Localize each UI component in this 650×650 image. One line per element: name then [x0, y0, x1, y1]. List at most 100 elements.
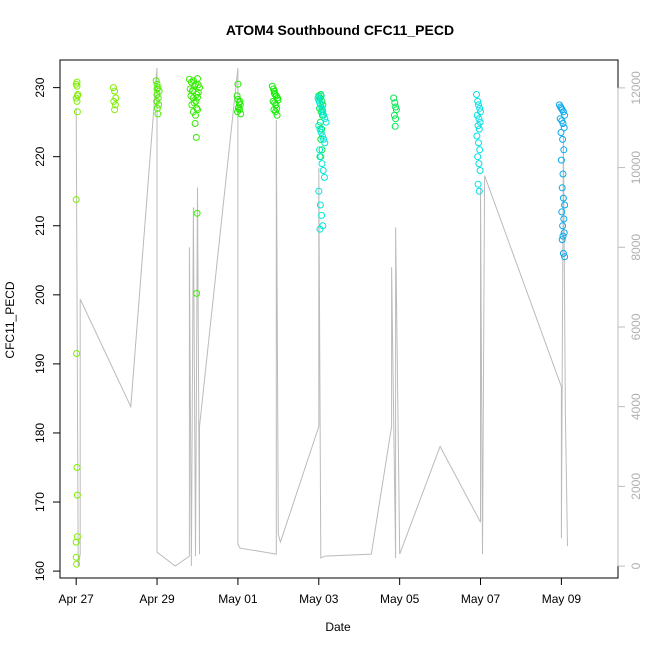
data-point — [155, 101, 163, 109]
data-point — [321, 139, 329, 147]
data-point — [557, 104, 565, 112]
series-10 — [473, 91, 484, 195]
data-point — [153, 97, 161, 105]
series-1 — [109, 84, 120, 114]
data-point — [474, 97, 482, 105]
data-point — [318, 106, 326, 114]
data-point — [559, 108, 567, 116]
series-5 — [233, 80, 245, 118]
data-point — [73, 491, 81, 499]
points-layer — [72, 75, 569, 568]
data-point — [475, 187, 483, 195]
data-point — [319, 167, 327, 174]
data-point — [318, 132, 326, 140]
data-point — [320, 135, 328, 143]
data-point — [153, 85, 161, 93]
data-point — [315, 122, 323, 130]
data-point — [557, 129, 565, 136]
data-point — [73, 108, 81, 116]
data-point — [152, 77, 160, 85]
data-point — [559, 194, 567, 202]
data-point — [474, 122, 482, 130]
data-point — [233, 92, 241, 100]
data-point — [559, 170, 567, 178]
data-point — [475, 125, 483, 133]
chart-title: ATOM4 Southbound CFC11_PECD — [226, 22, 454, 38]
data-point — [111, 87, 119, 95]
x-tick-label: Apr 27 — [58, 592, 94, 606]
data-point — [194, 93, 201, 101]
x-tick-label: Apr 29 — [139, 592, 175, 606]
y-tick-label: 230 — [33, 77, 47, 97]
data-point — [72, 553, 80, 561]
data-point — [561, 253, 569, 261]
data-point — [155, 87, 163, 95]
data-point — [391, 99, 399, 107]
y-tick-label: 190 — [33, 354, 47, 374]
data-point — [476, 118, 484, 126]
data-point — [320, 173, 328, 181]
data-point — [192, 133, 200, 141]
data-point — [191, 82, 199, 90]
data-point — [73, 92, 81, 100]
data-point — [111, 101, 119, 109]
x-axis-label: Date — [325, 620, 351, 634]
secondary-line-layer — [75, 67, 568, 567]
data-point — [560, 215, 568, 223]
data-point — [193, 289, 201, 297]
data-point — [560, 124, 568, 132]
data-point — [270, 106, 278, 114]
x-tick-label: May 05 — [380, 592, 420, 606]
secondary-trace-line — [75, 67, 568, 567]
data-point — [110, 97, 118, 105]
data-point — [272, 108, 279, 116]
series-2 — [152, 77, 163, 118]
data-point — [317, 129, 325, 136]
series-4 — [193, 289, 201, 297]
data-point — [559, 135, 567, 143]
x-tick-label: May 01 — [218, 592, 258, 606]
data-point — [390, 94, 398, 102]
data-point — [317, 135, 325, 143]
y-axis-label: CFC11_PECD — [3, 281, 17, 358]
data-point — [558, 236, 566, 244]
data-point — [315, 187, 323, 195]
y-tick-label: 200 — [33, 284, 47, 304]
data-point — [154, 84, 162, 92]
data-point — [317, 92, 325, 100]
data-point — [193, 209, 201, 217]
data-point — [474, 153, 482, 161]
data-point — [318, 211, 326, 219]
y-tick-label: 170 — [33, 492, 47, 512]
data-point — [73, 78, 81, 86]
data-point — [189, 108, 197, 116]
secondary-tick-label: 4000 — [629, 393, 643, 420]
data-point — [317, 153, 325, 161]
data-point — [236, 101, 244, 109]
data-point — [317, 101, 325, 109]
data-point — [476, 104, 484, 112]
data-point — [316, 201, 324, 209]
data-point — [270, 89, 278, 97]
series-8 — [390, 94, 400, 130]
data-point — [560, 229, 568, 237]
data-point — [73, 82, 81, 90]
data-point — [558, 184, 566, 192]
data-point — [189, 86, 197, 94]
y-axis: 160 170 180 190 200 210 220 230 — [33, 77, 61, 581]
data-point — [473, 91, 480, 98]
data-point — [73, 464, 81, 471]
data-point — [322, 118, 330, 126]
secondary-tick-label: 12000 — [629, 71, 643, 105]
data-point — [559, 249, 567, 257]
data-point — [316, 225, 324, 233]
data-point — [274, 96, 282, 104]
data-point — [72, 196, 80, 203]
data-point — [475, 101, 482, 109]
data-point — [316, 146, 324, 154]
y-tick-label: 220 — [33, 146, 47, 166]
series-0 — [72, 78, 82, 568]
data-point — [72, 538, 80, 546]
data-point — [154, 94, 162, 102]
data-point — [475, 115, 483, 123]
